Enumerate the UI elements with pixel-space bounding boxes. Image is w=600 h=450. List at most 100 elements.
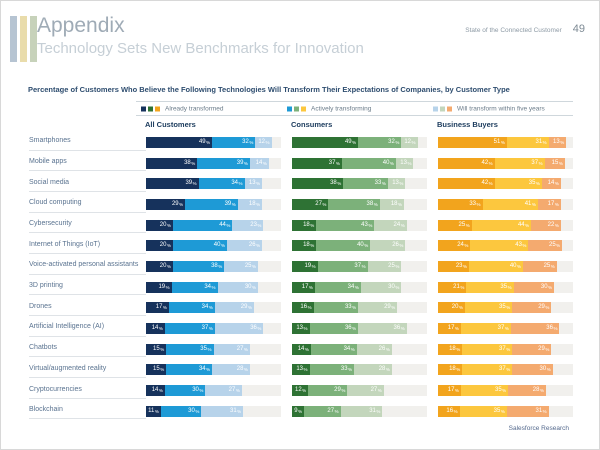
bar-segment: 37% (460, 323, 511, 335)
bar-segment: 34% (166, 364, 213, 376)
bar-segment: 13% (395, 157, 414, 169)
bar-segment: 19% (146, 281, 172, 293)
bar-segment: 31% (201, 405, 244, 417)
legend-label: Already transformed (165, 105, 224, 112)
row-label: Drones (29, 298, 146, 316)
bar-segment: 25% (438, 219, 472, 231)
bar-segment: 12% (292, 385, 309, 397)
bar-track: 49% 32% 12% (146, 136, 281, 148)
column-header-consumers: Consumers (291, 120, 333, 129)
bar-segment: 29% (512, 302, 552, 314)
bar-segment: 39% (185, 198, 238, 210)
bar-segment: 28% (508, 385, 546, 397)
bar-track: 16% 33% 29% (292, 302, 427, 314)
bar-segment: 27% (292, 198, 329, 210)
bar-segment: 40% (316, 240, 371, 252)
bar-segment: 20% (146, 260, 173, 272)
bar-track: 33% 41% 17% (438, 198, 573, 210)
bar-track: 39% 34% 13% (146, 178, 281, 190)
bar-segment: 18% (379, 198, 405, 210)
bar-segment: 20% (438, 302, 465, 314)
bar-track: 18% 40% 26% (292, 240, 427, 252)
legend: Already transformed Actively transforming… (136, 101, 573, 116)
bar-segment: 38% (173, 260, 225, 272)
bar-segment: 24% (374, 219, 407, 231)
legend-item: Will transform within five years (433, 105, 545, 112)
bar-segment: 26% (370, 240, 406, 252)
legend-label: Will transform within five years (457, 105, 545, 112)
chart-row: Artificial Intelligence (AI) 14% 37% 36% 13%… (29, 318, 581, 339)
bar-segment: 18% (237, 198, 263, 210)
bar-segment: 29% (308, 385, 348, 397)
row-label: Voice-activated personal assistants (29, 256, 146, 275)
bar-segment: 27% (205, 385, 242, 397)
legend-item: Already transformed (141, 105, 224, 112)
chart-row: Cloud computing 29% 39% 18% 27% 38% 18% 33% 41% 1… (29, 194, 581, 215)
bar-segment: 32% (212, 136, 256, 148)
bar-segment: 13% (244, 178, 263, 190)
bar-segment: 17% (537, 198, 561, 210)
row-label: Artificial Intelligence (AI) (29, 318, 146, 337)
bar-segment: 23% (438, 260, 470, 272)
bar-segment: 31% (340, 405, 383, 417)
bar-segment: 30% (217, 281, 259, 293)
row-label: Social media (29, 173, 146, 192)
bar-segment: 18% (292, 219, 317, 231)
row-label: 3D printing (29, 277, 146, 296)
bar-segment: 51% (438, 136, 507, 148)
chart-row: Cryptocurrencies 14% 30% 27% 12% 29% 27% 17% 35%… (29, 380, 581, 401)
bar-segment: 35% (166, 343, 214, 355)
bar-segment: 37% (494, 157, 545, 169)
bar-track: 38% 39% 14% (146, 157, 281, 169)
row-label: Cybersecurity (29, 215, 146, 234)
bar-segment: 35% (460, 385, 509, 397)
bar-segment: 37% (462, 364, 513, 376)
accent-stripes (10, 16, 37, 62)
row-label: Cryptocurrencies (29, 380, 146, 399)
bar-segment: 42% (438, 157, 495, 169)
chart-row: Cybersecurity 20% 44% 23% 18% 43% 24% 25% 44% 22% (29, 215, 581, 236)
bar-segment: 13% (548, 136, 567, 148)
bar-segment: 43% (470, 240, 529, 252)
bar-track: 17% 34% 29% (146, 302, 281, 314)
chart-row: Drones 17% 34% 29% 16% 33% 29% 20% 35% 29% (29, 298, 581, 319)
bar-segment: 25% (224, 260, 259, 272)
bar-segment: 25% (528, 240, 563, 252)
chart-row: Mobile apps 38% 39% 14% 37% 40% 13% 42% 37% 15% (29, 153, 581, 174)
legend-swatch-icon (433, 106, 438, 111)
legend-swatch-icon (287, 106, 292, 111)
page-title: Appendix (37, 14, 125, 37)
chart-row: Virtual/augmented reality 15% 34% 28% 13% 33%… (29, 360, 581, 381)
chart-rows: Smartphones 49% 32% 12% 49% 32% 12% 51% 31% 13% Mo… (29, 132, 581, 422)
row-label: Blockchain (29, 401, 146, 420)
bar-segment: 30% (360, 281, 402, 293)
bar-track: 20% 44% 23% (146, 219, 281, 231)
bar-segment: 36% (358, 323, 407, 335)
legend-swatch-icon (440, 106, 445, 111)
legend-swatch-icon (301, 106, 306, 111)
column-header-all-customers: All Customers (145, 120, 196, 129)
bar-segment: 29% (512, 343, 552, 355)
bar-segment: 9% (292, 405, 305, 417)
bar-segment: 15% (146, 364, 167, 376)
bar-segment: 23% (232, 219, 264, 231)
bar-segment: 20% (146, 240, 173, 252)
bar-segment: 11% (146, 405, 161, 417)
bar-segment: 18% (438, 364, 463, 376)
chart-row: 3D printing 19% 34% 30% 17% 34% 30% 21% 35% 30% (29, 277, 581, 298)
bar-segment: 18% (292, 240, 317, 252)
bar-segment: 14% (541, 178, 561, 190)
chart-title: Percentage of Customers Who Believe the … (28, 85, 510, 94)
legend-label: Actively transforming (311, 105, 372, 112)
bar-track: 20% 35% 29% (438, 302, 573, 314)
bar-track: 12% 29% 27% (292, 385, 427, 397)
bar-segment: 33% (309, 364, 355, 376)
legend-swatch-icon (148, 106, 153, 111)
bar-segment: 40% (469, 260, 524, 272)
footer-credit: Salesforce Research (508, 425, 569, 432)
bar-segment: 34% (198, 178, 245, 190)
bar-segment: 25% (367, 260, 402, 272)
bar-track: 25% 44% 22% (438, 219, 573, 231)
bar-segment: 16% (292, 302, 314, 314)
bar-segment: 35% (466, 281, 514, 293)
